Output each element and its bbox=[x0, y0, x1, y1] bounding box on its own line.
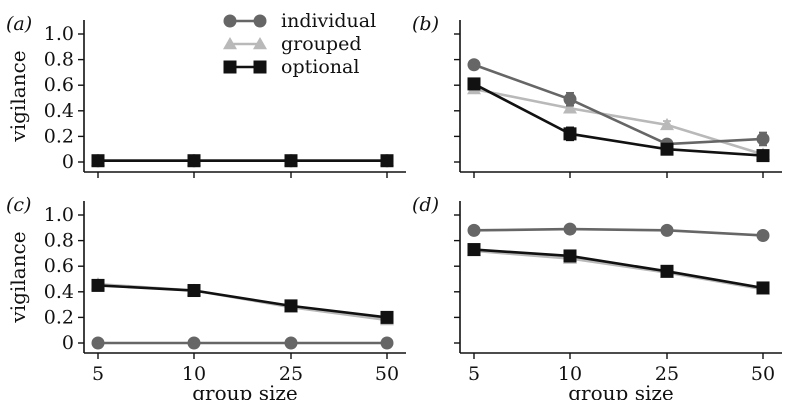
y-tick-label: 0 bbox=[62, 151, 74, 173]
data-point-individual-5-p0 bbox=[91, 336, 105, 350]
data-point-optional-5-p2 bbox=[91, 278, 105, 292]
data-point-individual-10-p0 bbox=[563, 222, 577, 236]
y-axis-label: vigilance bbox=[6, 50, 30, 142]
x-tick-label: 50 bbox=[375, 363, 399, 385]
legend-marker-start bbox=[223, 14, 237, 28]
legend-label: individual bbox=[281, 10, 376, 32]
panel-c: 0 0.2 0.4 0.6 0.8 1.0 5 10 25 50 (c) vigilance group… bbox=[6, 194, 406, 400]
series-line-grouped bbox=[473, 87, 764, 156]
series-line-optional bbox=[473, 248, 764, 290]
data-point-optional-50-p2 bbox=[380, 310, 394, 324]
panel-label: (c) bbox=[6, 194, 31, 216]
data-point-optional-25-p2 bbox=[660, 264, 674, 278]
data-point-grouped-25-p1 bbox=[660, 117, 674, 131]
legend-item-optional: optional bbox=[223, 56, 359, 78]
x-tick-label: 25 bbox=[279, 363, 303, 385]
panel-label: (a) bbox=[6, 13, 32, 35]
y-tick-label: 0.4 bbox=[44, 100, 74, 122]
y-tick-label: 0.8 bbox=[44, 49, 74, 71]
x-axis-label: group size bbox=[192, 381, 297, 400]
data-point-optional-25-p2 bbox=[284, 154, 298, 168]
data-point-individual-5-p0 bbox=[467, 58, 481, 72]
legend-marker-end bbox=[253, 37, 267, 50]
series-line-grouped bbox=[97, 282, 388, 322]
x-axis-label: group size bbox=[568, 381, 673, 400]
x-tick-label: 50 bbox=[751, 363, 775, 385]
panel-a: 0 0.2 0.4 0.6 0.8 1.0 (a) vigilance bbox=[6, 13, 406, 178]
series-line-individual bbox=[473, 63, 764, 146]
panel-b: (b) bbox=[412, 13, 782, 178]
y-tick-label: 0.6 bbox=[44, 74, 74, 96]
y-axis-label: vigilance bbox=[6, 231, 30, 323]
series-line-optional bbox=[473, 82, 764, 157]
series-line-optional bbox=[97, 284, 388, 319]
data-point-individual-50-p0 bbox=[756, 132, 770, 146]
x-tick-label: 5 bbox=[468, 363, 480, 385]
data-point-optional-5-p2 bbox=[467, 77, 481, 91]
x-tick-label: 10 bbox=[558, 363, 582, 385]
data-point-optional-5-p2 bbox=[91, 154, 105, 168]
y-tick-label: 0.2 bbox=[44, 125, 74, 147]
legend-marker-end bbox=[253, 60, 267, 74]
y-tick-label: 0 bbox=[62, 332, 74, 354]
data-point-optional-10-p2 bbox=[187, 154, 201, 168]
series-individual bbox=[467, 222, 770, 242]
series-grouped bbox=[91, 277, 394, 326]
panel-label: (b) bbox=[412, 13, 439, 35]
data-point-optional-10-p2 bbox=[563, 127, 577, 141]
series-optional bbox=[91, 154, 394, 168]
series-optional bbox=[467, 77, 770, 163]
y-tick-label: 0.4 bbox=[44, 281, 74, 303]
panel-d: 5 10 25 50 (d) group size bbox=[412, 194, 782, 400]
legend-item-grouped: grouped bbox=[223, 33, 362, 55]
y-tick-label: 0.8 bbox=[44, 230, 74, 252]
x-tick-label: 10 bbox=[182, 363, 206, 385]
y-tick-label: 0.2 bbox=[44, 306, 74, 328]
data-point-optional-10-p2 bbox=[187, 284, 201, 298]
data-point-optional-50-p2 bbox=[756, 149, 770, 163]
data-point-optional-50-p2 bbox=[756, 281, 770, 295]
data-point-individual-10-p0 bbox=[563, 92, 577, 106]
panel-label: (d) bbox=[412, 194, 439, 216]
data-point-individual-50-p0 bbox=[756, 228, 770, 242]
data-point-optional-25-p2 bbox=[284, 299, 298, 313]
legend-marker-start bbox=[223, 37, 237, 50]
legend-label: grouped bbox=[281, 33, 362, 55]
legend-marker-start bbox=[223, 60, 237, 74]
data-point-optional-25-p2 bbox=[660, 142, 674, 156]
series-individual bbox=[91, 336, 394, 350]
legend-label: optional bbox=[281, 56, 359, 78]
series-optional bbox=[467, 243, 770, 295]
x-tick-label: 25 bbox=[655, 363, 679, 385]
y-tick-label: 1.0 bbox=[44, 204, 74, 226]
y-tick-label: 1.0 bbox=[44, 23, 74, 45]
data-point-individual-50-p0 bbox=[380, 336, 394, 350]
series-line-grouped bbox=[473, 249, 764, 291]
data-point-optional-10-p2 bbox=[563, 249, 577, 263]
data-point-optional-50-p2 bbox=[380, 154, 394, 168]
data-point-individual-25-p0 bbox=[660, 223, 674, 237]
series-line-individual bbox=[473, 227, 764, 237]
series-optional bbox=[91, 278, 394, 324]
data-point-individual-25-p0 bbox=[284, 336, 298, 350]
legend-item-individual: individual bbox=[223, 10, 376, 32]
y-tick-label: 0.6 bbox=[44, 255, 74, 277]
data-point-individual-5-p0 bbox=[467, 223, 481, 237]
x-tick-label: 5 bbox=[92, 363, 104, 385]
data-point-individual-10-p0 bbox=[187, 336, 201, 350]
data-point-grouped-10-p1 bbox=[563, 101, 577, 114]
legend-marker-end bbox=[253, 14, 267, 28]
data-point-optional-5-p2 bbox=[467, 243, 481, 257]
